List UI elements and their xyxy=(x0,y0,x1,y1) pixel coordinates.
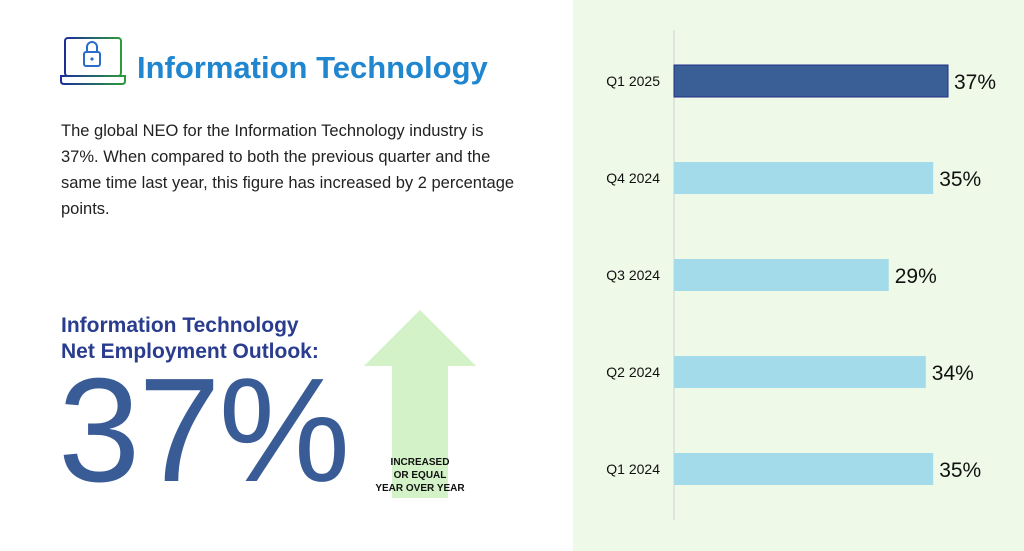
category-label: Q4 2024 xyxy=(606,170,660,186)
bar xyxy=(674,259,889,291)
category-label: Q1 2025 xyxy=(606,73,660,89)
neo-label: Information Technology Net Employment Ou… xyxy=(61,313,319,365)
page-title: Information Technology xyxy=(137,50,488,85)
data-label: 34% xyxy=(932,362,974,385)
bar xyxy=(674,453,934,485)
description: The global NEO for the Information Techn… xyxy=(61,122,515,218)
trend-line1: INCREASED xyxy=(390,457,450,468)
trend-line2: OR EQUAL xyxy=(393,470,447,481)
up-arrow-icon xyxy=(364,310,476,498)
data-label: 35% xyxy=(939,168,981,191)
trend-text: INCREASED OR EQUAL YEAR OVER YEAR xyxy=(368,456,472,495)
bar xyxy=(674,162,934,194)
data-label: 35% xyxy=(939,459,981,482)
neo-value: 37% xyxy=(58,348,350,513)
neo-label-line1: Information Technology xyxy=(61,314,299,337)
category-label: Q1 2024 xyxy=(606,461,660,477)
data-label: 37% xyxy=(954,71,996,94)
category-label: Q2 2024 xyxy=(606,364,660,380)
bar-chart: Q1 2025 37% Q4 2024 35% Q3 2024 29% Q2 2024 34%… xyxy=(606,30,996,520)
bar xyxy=(674,356,926,388)
bar xyxy=(673,64,949,98)
neo-label-line2: Net Employment Outlook: xyxy=(61,340,319,363)
category-label: Q3 2024 xyxy=(606,267,660,283)
trend-line3: YEAR OVER YEAR xyxy=(375,483,465,494)
data-label: 29% xyxy=(895,265,937,288)
laptop-lock-icon xyxy=(60,37,126,85)
